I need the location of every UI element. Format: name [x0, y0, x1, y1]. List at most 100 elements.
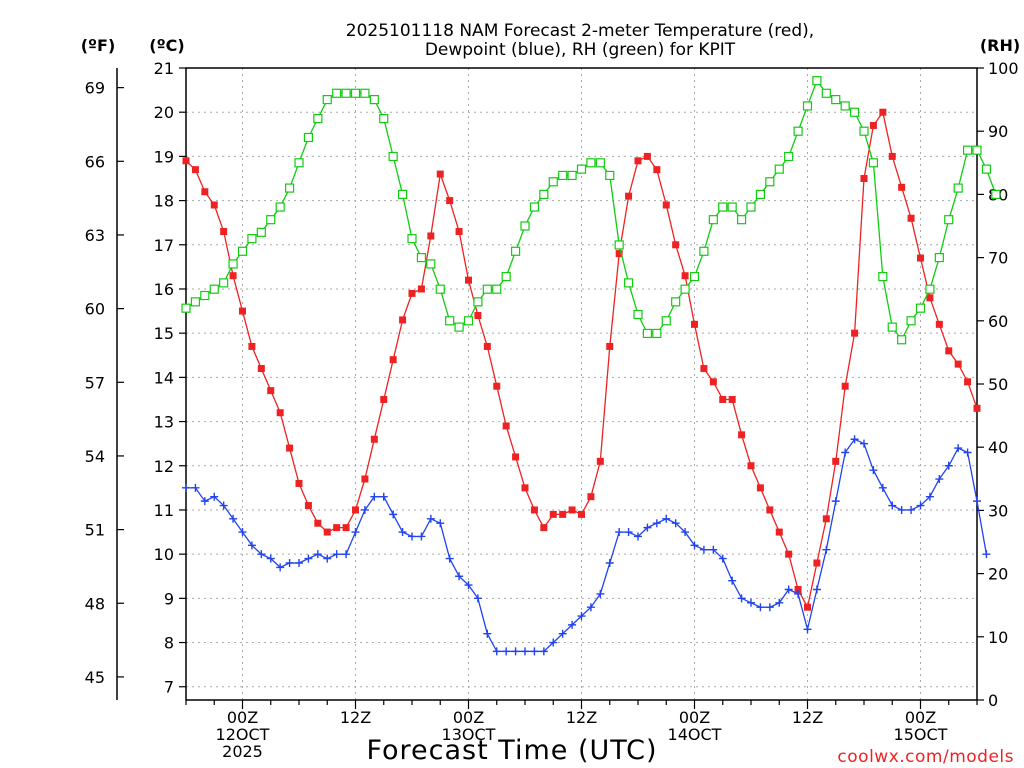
dewpoint-point	[323, 554, 332, 563]
rh-point	[303, 132, 314, 143]
temperature-point	[841, 382, 849, 390]
temperature-point	[719, 395, 727, 403]
rh-point	[510, 246, 521, 256]
temperature-point	[954, 360, 962, 368]
temperature-point	[587, 493, 595, 501]
dewpoint-point	[464, 581, 473, 590]
rh-point	[416, 253, 427, 263]
rh-point	[558, 170, 568, 181]
dewpoint-point	[568, 620, 577, 629]
celsius-tick-label: 8	[164, 634, 174, 653]
time-tick-label: 00Z	[227, 708, 258, 727]
dewpoint-point	[784, 585, 793, 594]
temperature-point	[540, 524, 548, 532]
time-tick-label: 15OCT	[894, 725, 948, 744]
rh-point	[247, 234, 257, 244]
temperature-point	[380, 395, 388, 403]
temperature-point	[549, 510, 557, 518]
dewpoint-point	[389, 510, 398, 519]
rh-tick-label: 70	[988, 249, 1008, 268]
rh-point	[981, 164, 992, 174]
rh-point	[501, 271, 511, 282]
temperature-point	[822, 515, 830, 523]
rh-point	[595, 158, 605, 168]
series-layer	[181, 76, 1001, 656]
temperature-point	[738, 431, 746, 439]
temperature-point	[700, 365, 708, 373]
dewpoint-point	[850, 435, 859, 444]
rh-point	[736, 215, 747, 225]
temperature-point	[860, 174, 868, 182]
rh-point	[341, 88, 351, 98]
dewpoint-point	[210, 492, 219, 501]
temperature-point	[276, 409, 284, 417]
rh-point	[718, 202, 728, 212]
rh-point	[237, 246, 248, 256]
dewpoint-point	[615, 528, 624, 537]
temperature-point	[568, 506, 576, 514]
dewpoint-point	[944, 461, 953, 470]
rh-point	[944, 215, 954, 225]
rh-point	[840, 101, 850, 111]
dewpoint-point	[709, 545, 718, 554]
celsius-tick-label: 9	[164, 589, 174, 608]
temperature-point	[314, 519, 322, 527]
rh-point	[652, 328, 662, 339]
temperature-point	[643, 152, 651, 160]
dewpoint-point	[182, 483, 190, 492]
temperature-point	[606, 342, 614, 350]
dewpoint-point	[671, 519, 680, 528]
temperature-point	[559, 510, 567, 518]
dewpoint-point	[549, 638, 558, 647]
dewpoint-point	[191, 483, 200, 492]
dewpoint-point	[586, 603, 595, 612]
dewpoint-point	[624, 528, 633, 537]
temperature-point	[653, 166, 661, 174]
dewpoint-point	[822, 545, 831, 554]
temperature-point	[615, 250, 623, 258]
celsius-tick-label: 11	[154, 501, 174, 520]
rh-point	[812, 76, 822, 86]
dewpoint-point	[342, 550, 351, 559]
rh-point	[313, 113, 323, 124]
time-tick-label: 13OCT	[442, 725, 496, 744]
temperature-point	[436, 170, 444, 178]
dewpoint-point	[521, 647, 529, 656]
rh-point	[360, 88, 370, 98]
rh-point	[548, 177, 558, 187]
temperature-point	[869, 121, 877, 129]
rh-point	[878, 271, 888, 282]
dewpoint-point	[681, 528, 690, 537]
temperature-point	[323, 528, 331, 536]
fahrenheit-axis: 45 48 51 54 57 60 63 66 69	[85, 79, 124, 687]
temperature-point	[964, 378, 972, 386]
celsius-tick-label: 16	[154, 280, 174, 299]
dewpoint-point	[483, 629, 492, 638]
dewpoint-point	[530, 647, 539, 656]
rh-point	[482, 284, 492, 294]
rh-point	[379, 113, 389, 124]
rh-point	[661, 316, 671, 326]
rh-point	[473, 297, 483, 307]
rh-point	[529, 202, 540, 212]
dewpoint-point	[690, 541, 699, 550]
temperature-point	[521, 484, 529, 492]
rh-point	[209, 284, 219, 294]
rh-point	[831, 94, 841, 105]
dewpoint-point	[351, 528, 360, 537]
celsius-tick-label: 12	[154, 457, 174, 476]
temperature-point	[257, 365, 265, 373]
dewpoint-point	[925, 492, 934, 501]
temperature-point	[352, 506, 359, 514]
temperature-point	[709, 378, 717, 386]
temperature-point	[333, 524, 341, 532]
rh-tick-label: 0	[988, 691, 998, 710]
temperature-point	[785, 550, 793, 558]
rh-point	[275, 202, 285, 212]
rh-point	[454, 322, 464, 332]
temperature-point	[304, 502, 312, 510]
rh-point	[671, 297, 681, 307]
temperature-point	[474, 311, 482, 319]
temperature-point	[596, 457, 604, 465]
celsius-tick-label: 10	[154, 545, 174, 564]
